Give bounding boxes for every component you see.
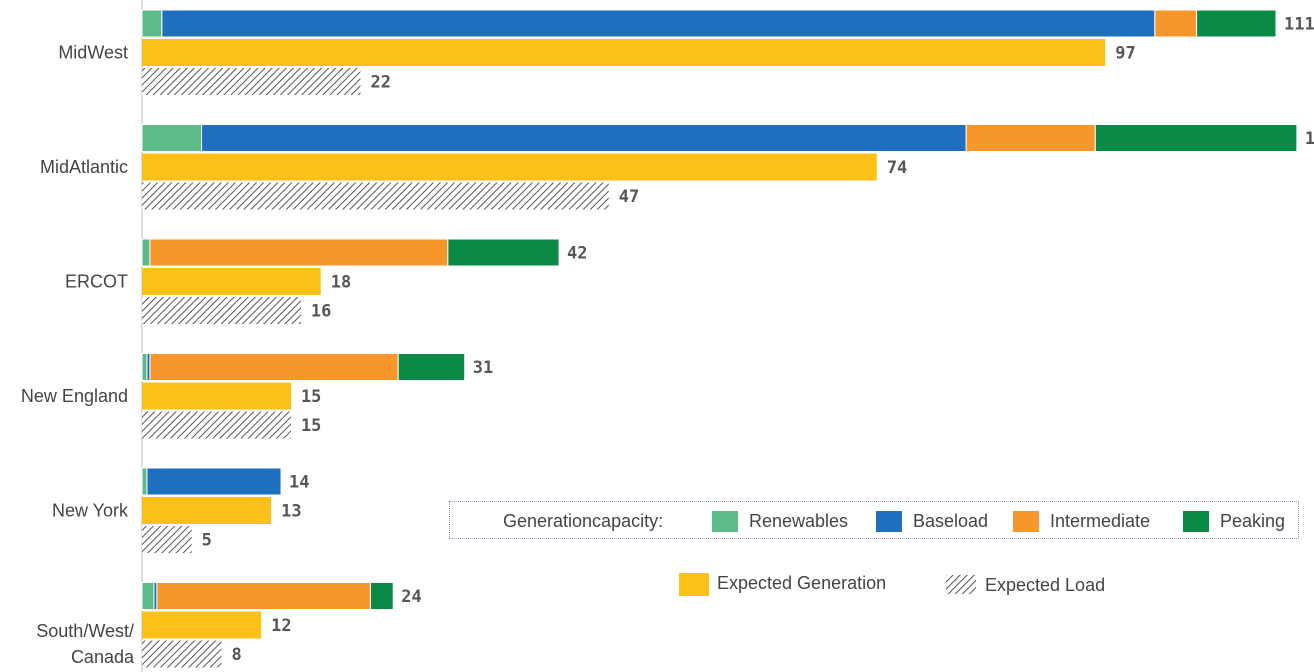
expected-load-value: 8 <box>231 645 241 665</box>
bar-renewables-5 <box>141 582 155 610</box>
bar-renewables-3 <box>141 353 148 381</box>
capacity-total-label: 31 <box>473 358 493 378</box>
capacity-total-label: 42 <box>567 244 587 264</box>
category-label: MidWest <box>58 43 128 63</box>
capacity-total-label: 14 <box>289 473 309 493</box>
bar-baseload-4 <box>146 467 282 496</box>
expected-load-value: 5 <box>202 531 212 551</box>
bar-expected-generation <box>142 382 291 410</box>
legend-label-renewables: Renewables <box>749 511 848 531</box>
legend-label-peaking: Peaking <box>1220 511 1285 531</box>
bar-expected-load <box>142 411 291 439</box>
legend-heading: Generationcapacity: <box>503 511 663 531</box>
bar-renewables-0 <box>141 9 163 38</box>
legend-label-expected-generation: Expected Generation <box>717 573 886 593</box>
legend-swatch-intermediate <box>1013 511 1039 532</box>
legend-swatch-baseload <box>876 511 902 532</box>
bar-expected-generation <box>142 611 262 639</box>
bar-expected-load <box>142 182 609 210</box>
expected-generation-value: 12 <box>271 616 291 636</box>
category-label: Canada <box>71 647 135 667</box>
legend-capacity-frame <box>449 501 1299 539</box>
legend-label-intermediate: Intermediate <box>1050 511 1150 531</box>
bar-intermediate-5 <box>156 582 371 610</box>
bar-expected-generation <box>142 268 321 295</box>
capacity-total-label: 24 <box>401 587 421 607</box>
bar-expected-load <box>142 526 192 553</box>
bar-expected-load <box>142 68 361 95</box>
expected-generation-value: 15 <box>301 387 321 407</box>
expected-generation-value: 18 <box>331 273 351 293</box>
expected-generation-value: 97 <box>1115 44 1135 64</box>
capacity-total-label: 114 <box>1305 129 1314 149</box>
category-labels: MidWest MidAtlantic ERCOT New England New Yo… <box>21 43 135 668</box>
expected-generation-value: 74 <box>887 158 907 178</box>
bar-renewables-1 <box>141 124 203 152</box>
legend-swatch-expected-load <box>946 575 976 594</box>
expected-load-value: 47 <box>619 187 639 207</box>
bar-peaking-3 <box>397 353 466 381</box>
bar-expected-load <box>142 297 301 324</box>
expected-generation-value: 13 <box>281 502 301 522</box>
bar-peaking-5 <box>369 582 394 610</box>
legend-label-baseload: Baseload <box>913 511 988 531</box>
bar-renewables-4 <box>141 467 148 496</box>
legend-swatch-expected-generation <box>679 573 709 596</box>
bar-intermediate-0 <box>1154 9 1198 38</box>
expected-load-value: 15 <box>301 416 321 436</box>
bar-expected-generation <box>142 39 1106 66</box>
bar-renewables-2 <box>141 238 151 267</box>
bar-peaking-1 <box>1094 124 1298 152</box>
bar-intermediate-2 <box>149 238 449 267</box>
category-label: New England <box>21 386 128 406</box>
expected-load-value: 22 <box>370 73 390 93</box>
category-label: South/West/ <box>36 621 134 641</box>
category-label: MidAtlantic <box>40 157 128 177</box>
expected-load-value: 16 <box>311 302 331 322</box>
legend-label-expected-load: Expected Load <box>985 575 1105 595</box>
legend-swatch-peaking <box>1183 511 1209 532</box>
bar-expected-load <box>142 640 222 668</box>
category-label: ERCOT <box>65 272 128 292</box>
bar-baseload-0 <box>161 9 1156 38</box>
bar-intermediate-1 <box>965 124 1096 152</box>
legend: Generationcapacity: Renewables Baseload Int… <box>503 511 1285 596</box>
bar-expected-generation <box>142 153 877 181</box>
bar-expected-generation <box>142 497 272 524</box>
capacity-total-label: 111 <box>1284 15 1314 35</box>
bar-intermediate-3 <box>149 353 399 381</box>
category-label: New York <box>52 501 129 521</box>
bar-peaking-0 <box>1196 9 1277 38</box>
bar-peaking-2 <box>447 238 560 267</box>
bar-baseload-1 <box>201 124 967 152</box>
legend-swatch-renewables <box>712 511 738 532</box>
